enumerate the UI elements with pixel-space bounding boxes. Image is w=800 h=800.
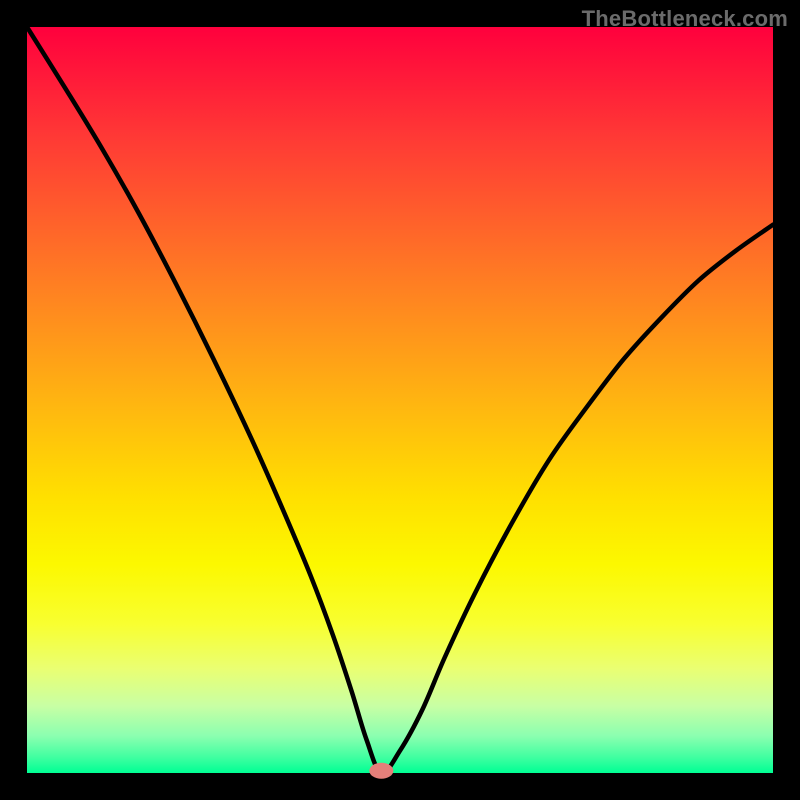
minimum-marker [369,763,393,779]
bottleneck-chart: TheBottleneck.com [0,0,800,800]
chart-svg [0,0,800,800]
watermark-text: TheBottleneck.com [582,6,788,32]
